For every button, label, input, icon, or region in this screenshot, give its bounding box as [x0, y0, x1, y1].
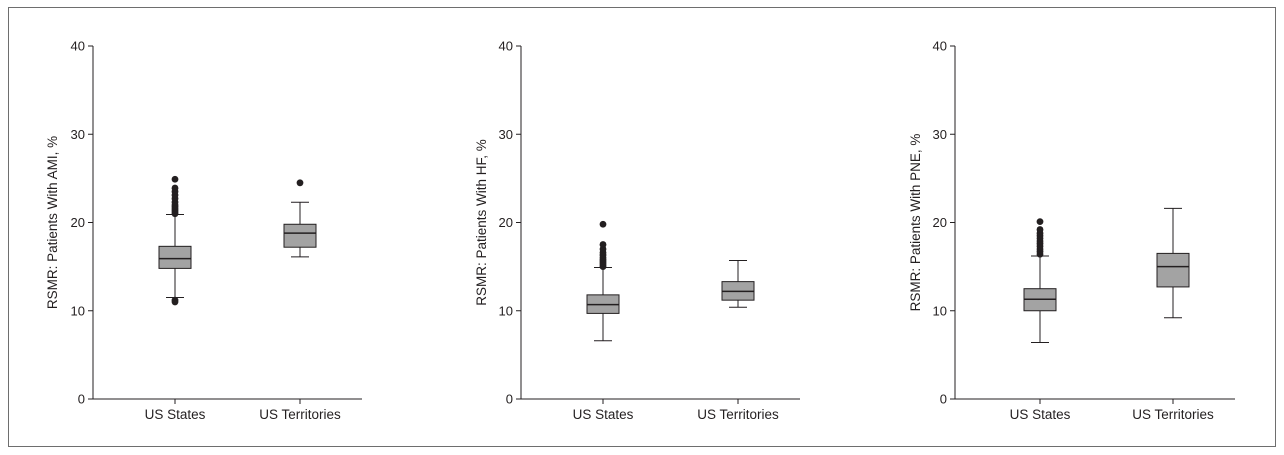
y-tick-label: 0: [940, 392, 947, 407]
outlier-point: [599, 220, 607, 228]
outlier-point: [171, 184, 179, 192]
y-axis-label: RSMR: Patients With PNE, %: [908, 134, 923, 312]
y-tick-label: 0: [78, 392, 85, 407]
outlier-point: [1036, 218, 1044, 226]
x-tick-label: US States: [573, 407, 634, 422]
x-tick-label: US States: [1010, 407, 1071, 422]
y-tick-label: 10: [499, 303, 513, 318]
y-tick-label: 30: [933, 127, 947, 142]
outlier-point: [171, 296, 179, 304]
y-tick-label: 30: [71, 127, 85, 142]
y-tick-label: 40: [71, 39, 85, 54]
outlier-point: [599, 241, 607, 248]
figure-frame: [8, 7, 1276, 447]
x-tick-label: US Territories: [697, 407, 779, 422]
iqr-box: [158, 245, 192, 269]
y-axis-label: RSMR: Patients With HF, %: [474, 139, 489, 306]
outlier-point: [296, 179, 304, 187]
iqr-box: [1156, 252, 1190, 288]
x-tick-label: US States: [145, 407, 206, 422]
y-tick-label: 10: [71, 303, 85, 318]
y-tick-label: 40: [499, 39, 513, 54]
x-tick-label: US Territories: [1132, 407, 1214, 422]
outlier-point: [1036, 226, 1044, 233]
y-tick-label: 20: [933, 215, 947, 230]
iqr-box: [283, 223, 317, 248]
y-tick-label: 10: [933, 303, 947, 318]
x-tick-label: US Territories: [259, 407, 341, 422]
y-tick-label: 30: [499, 127, 513, 142]
y-tick-label: 20: [71, 215, 85, 230]
y-axis-label: RSMR: Patients With AMI, %: [45, 136, 60, 309]
y-tick-label: 20: [499, 215, 513, 230]
outlier-point: [171, 175, 179, 183]
y-tick-label: 0: [506, 392, 513, 407]
y-tick-label: 40: [933, 39, 947, 54]
